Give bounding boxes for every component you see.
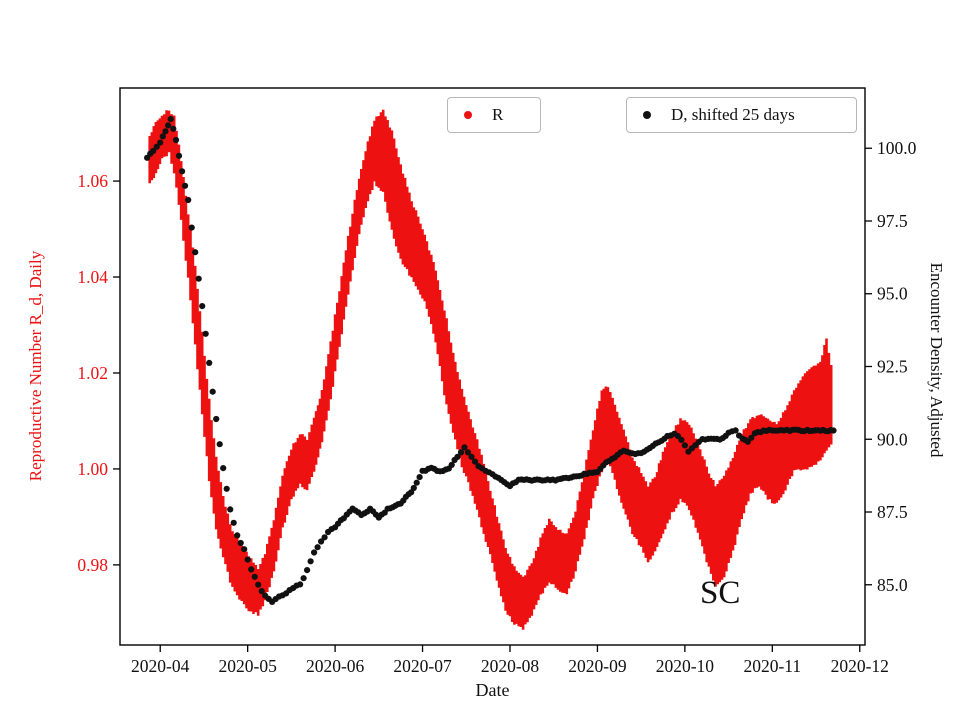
svg-text:1.02: 1.02 — [77, 363, 108, 383]
r-series-marker-icon — [464, 111, 472, 119]
state-annotation: SC — [700, 575, 741, 611]
svg-text:2020-06: 2020-06 — [306, 656, 365, 676]
d-series-marker-icon — [643, 111, 651, 119]
svg-text:2020-04: 2020-04 — [131, 656, 190, 676]
svg-text:100.0: 100.0 — [877, 138, 917, 158]
svg-text:2020-12: 2020-12 — [831, 656, 889, 676]
svg-text:97.5: 97.5 — [877, 211, 908, 231]
x-axis-label: Date — [475, 680, 510, 700]
svg-text:2020-05: 2020-05 — [219, 656, 278, 676]
svg-text:85.0: 85.0 — [877, 575, 908, 595]
svg-text:2020-10: 2020-10 — [656, 656, 715, 676]
svg-text:90.0: 90.0 — [877, 429, 908, 449]
svg-text:87.5: 87.5 — [877, 502, 908, 522]
legend-d: D, shifted 25 days — [626, 97, 857, 133]
svg-text:1.04: 1.04 — [77, 267, 108, 287]
svg-text:92.5: 92.5 — [877, 357, 908, 377]
svg-text:1.00: 1.00 — [77, 459, 108, 479]
svg-text:2020-08: 2020-08 — [481, 656, 540, 676]
svg-text:2020-07: 2020-07 — [393, 656, 452, 676]
right-y-axis-label: Encounter Density, Adjusted — [927, 262, 946, 458]
svg-text:2020-11: 2020-11 — [743, 656, 801, 676]
legend-d-label: D, shifted 25 days — [671, 105, 795, 124]
svg-text:95.0: 95.0 — [877, 284, 908, 304]
legend-r: R — [447, 97, 541, 133]
svg-text:0.98: 0.98 — [77, 555, 108, 575]
legend-r-label: R — [492, 105, 504, 124]
svg-text:1.06: 1.06 — [77, 171, 108, 191]
left-y-axis-label: Reproductive Number R_d, Daily — [26, 250, 45, 482]
svg-text:2020-09: 2020-09 — [568, 656, 627, 676]
